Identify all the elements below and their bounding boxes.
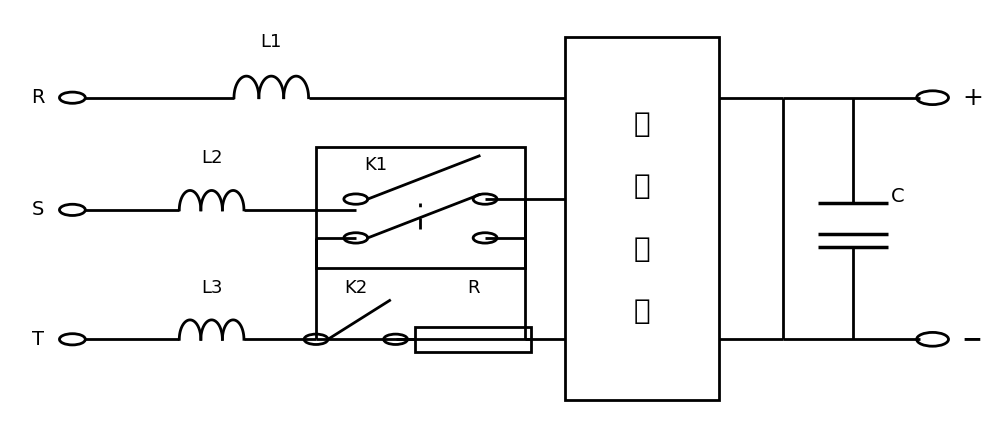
Text: L3: L3	[201, 278, 222, 297]
Text: −: −	[962, 327, 983, 351]
Bar	[415, 327, 531, 352]
Text: R: R	[31, 88, 44, 107]
Text: K1: K1	[364, 156, 387, 173]
Text: R: R	[467, 278, 479, 297]
Text: C: C	[891, 187, 905, 206]
Text: 块: 块	[633, 297, 650, 325]
Text: 模: 模	[633, 235, 650, 263]
Text: T: T	[32, 330, 44, 349]
Text: 整: 整	[633, 110, 650, 138]
Bar	[316, 147, 525, 268]
Text: S: S	[31, 201, 44, 219]
Text: L2: L2	[201, 149, 222, 167]
Text: +: +	[962, 86, 983, 110]
Text: L1: L1	[261, 33, 282, 51]
Bar	[565, 37, 719, 400]
Text: 流: 流	[633, 172, 650, 200]
Text: K2: K2	[344, 278, 367, 297]
